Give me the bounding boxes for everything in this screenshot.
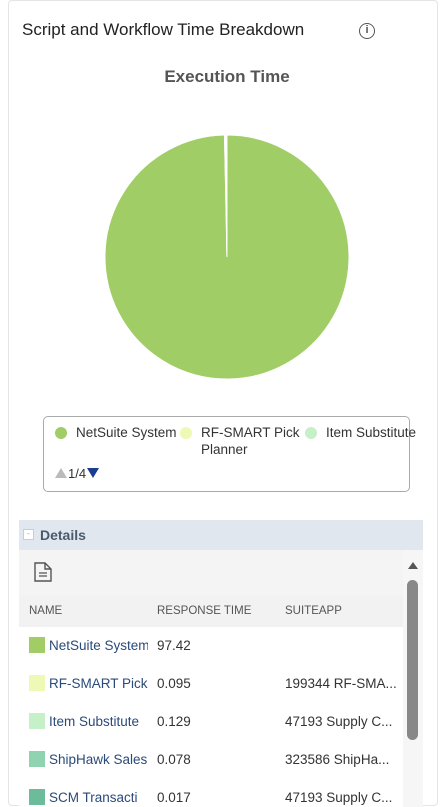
response-time-cell: 0.095	[157, 676, 191, 691]
pager-down[interactable]	[86, 467, 100, 479]
name-cell[interactable]: Item Substitute	[49, 714, 140, 729]
table-row: RF-SMART Pick Planner 0.095 199344 RF-SMA.…	[19, 665, 403, 704]
suiteapp-cell: 47193 Supply C...	[285, 714, 393, 729]
response-time-cell: 0.078	[157, 752, 191, 767]
details-header[interactable]: - Details	[19, 520, 423, 550]
export-icon[interactable]	[34, 562, 52, 582]
column-header: NAME RESPONSE TIME SUITEAPP	[19, 595, 403, 627]
table-row: NetSuite System 97.42	[19, 627, 403, 666]
name-cell[interactable]: NetSuite System	[49, 638, 148, 653]
name-cell[interactable]: SCM Transacti	[49, 790, 138, 805]
color-swatch	[29, 637, 45, 653]
pager-text: 1/4	[68, 466, 87, 481]
column-label: NAME	[29, 605, 63, 617]
legend-pager: 1/4	[54, 466, 100, 481]
suiteapp-cell: 47193 Supply C...	[285, 790, 393, 805]
pie-chart	[104, 134, 350, 380]
chart-title: Execution Time	[164, 67, 290, 86]
color-swatch	[29, 751, 45, 767]
table-row: ShipHawk Sales 0.078 323586 ShipHa...	[19, 741, 403, 780]
legend-dot	[305, 427, 317, 439]
legend-label[interactable]: NetSuite System	[76, 425, 177, 440]
legend-label[interactable]: Item Substitute	[326, 425, 417, 440]
color-swatch	[29, 713, 45, 729]
widget-title: Script and Workflow Time Breakdown	[22, 20, 305, 39]
collapse-icon[interactable]: -	[23, 529, 34, 540]
table-row: Item Substitute 0.129 47193 Supply C...	[19, 703, 403, 742]
info-icon[interactable]: i	[359, 23, 375, 39]
pager-up[interactable]	[54, 467, 68, 479]
response-time-cell: 0.129	[157, 714, 191, 729]
column-label: RESPONSE TIME	[157, 605, 252, 617]
legend: 1/4 NetSuite System RF-SMART Pick Planner…	[43, 416, 416, 492]
details-title: Details	[40, 527, 86, 543]
scrollbar[interactable]	[403, 550, 423, 807]
response-time-cell: 0.017	[157, 790, 191, 805]
table-row: SCM Transacti 0.017 47193 Supply C...	[19, 779, 403, 807]
color-swatch	[29, 789, 45, 805]
scroll-up[interactable]	[407, 560, 419, 570]
color-swatch	[29, 675, 45, 691]
legend-dot	[180, 427, 192, 439]
legend-label[interactable]: RF-SMART Pick Planner	[201, 425, 300, 457]
toolbar	[19, 550, 403, 596]
name-cell[interactable]: RF-SMART Pick Planner	[49, 676, 148, 691]
scroll-thumb[interactable]	[407, 580, 418, 740]
response-time-cell: 97.42	[157, 638, 191, 653]
legend-dot	[55, 427, 67, 439]
suiteapp-cell: 199344 RF-SMA...	[285, 676, 397, 691]
name-cell[interactable]: ShipHawk Sales	[49, 752, 148, 767]
column-label: SUITEAPP	[285, 605, 342, 617]
details-panel: - Details NAME RESPONSE TIME SUITEAPP NetS…	[19, 520, 423, 807]
suiteapp-cell: 323586 ShipHa...	[285, 752, 390, 767]
